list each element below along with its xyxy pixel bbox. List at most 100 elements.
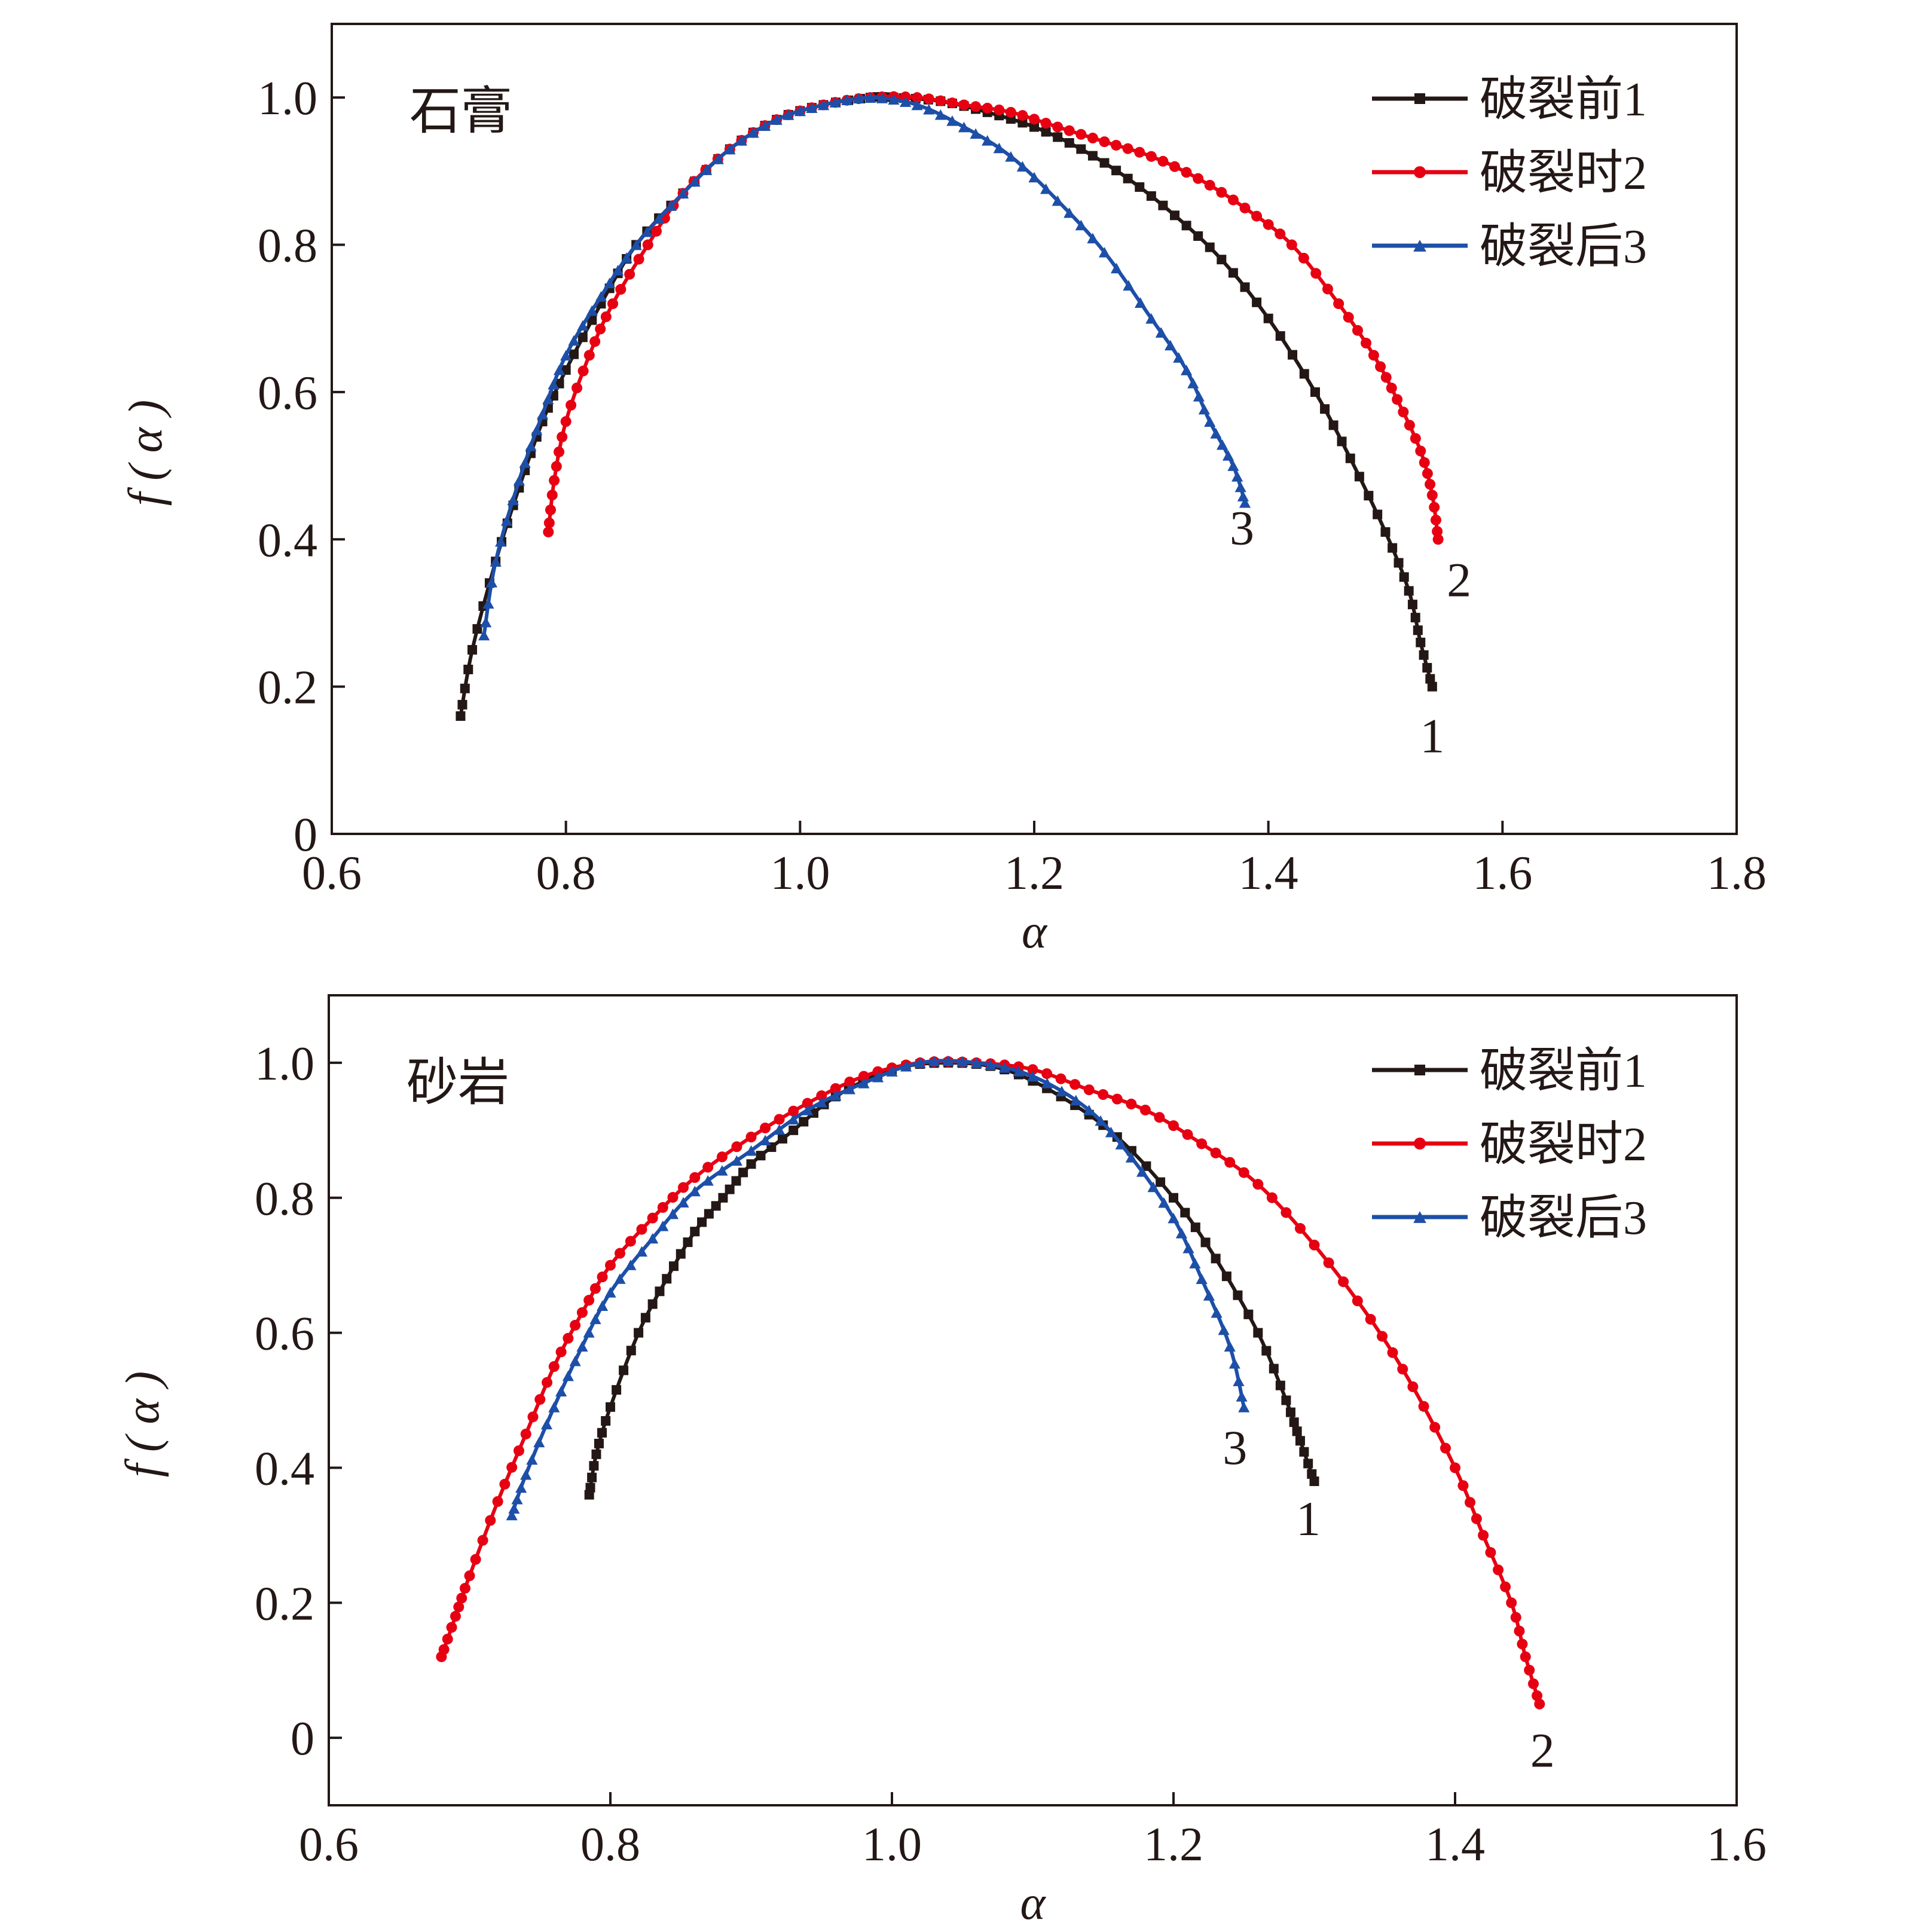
data-point — [1286, 239, 1297, 250]
data-point — [626, 1346, 636, 1356]
legend-item: 破裂时2 — [1372, 1118, 1647, 1171]
data-point — [1169, 161, 1180, 172]
data-point — [636, 1224, 647, 1235]
data-point — [548, 1401, 560, 1413]
data-point — [450, 1610, 461, 1622]
data-point — [557, 431, 568, 442]
data-point — [633, 253, 644, 265]
data-point — [655, 1286, 665, 1297]
data-point — [526, 1454, 538, 1465]
legend-label: 破裂前1 — [1480, 1045, 1647, 1098]
data-point — [1228, 268, 1238, 278]
data-point — [1440, 1442, 1451, 1454]
data-point — [612, 1385, 622, 1395]
data-point — [1013, 1066, 1025, 1077]
data-point — [774, 1114, 785, 1125]
data-point — [745, 1132, 757, 1143]
data-point — [806, 102, 818, 114]
x-axis-label: α — [1022, 906, 1048, 958]
data-point — [1432, 534, 1444, 545]
data-point — [1392, 394, 1403, 405]
data-point — [1233, 1290, 1243, 1300]
data-point — [647, 1212, 658, 1224]
data-point — [724, 143, 736, 155]
data-point — [560, 350, 572, 361]
data-point — [577, 320, 589, 331]
data-point — [774, 1124, 786, 1135]
data-point — [731, 1155, 742, 1166]
data-point — [467, 645, 477, 655]
data-point — [614, 1273, 626, 1284]
data-point — [615, 1248, 626, 1259]
data-point — [1064, 207, 1075, 218]
data-point — [563, 1332, 574, 1344]
data-point — [1422, 468, 1433, 479]
data-point — [600, 311, 612, 322]
series-line — [587, 1060, 1316, 1496]
data-point — [1029, 122, 1039, 132]
data-point — [1534, 1698, 1545, 1710]
data-point — [1069, 1079, 1081, 1090]
plot-frame — [328, 994, 1738, 1806]
data-point — [1145, 313, 1157, 324]
series-line — [439, 1059, 1542, 1705]
data-point — [635, 1246, 648, 1257]
data-point — [456, 1592, 467, 1604]
data-point — [1252, 1179, 1264, 1190]
data-point — [1146, 191, 1156, 201]
x-tick-label: 1.2 — [1004, 847, 1064, 900]
data-point — [1354, 472, 1364, 482]
data-point — [542, 393, 554, 405]
data-point — [577, 332, 588, 343]
data-point — [1098, 247, 1111, 258]
data-point — [625, 1236, 636, 1247]
data-point — [470, 1554, 481, 1565]
data-point — [597, 1271, 608, 1283]
data-point — [1310, 387, 1320, 397]
data-point — [1419, 457, 1430, 468]
data-point — [1269, 1364, 1279, 1374]
data-point — [1416, 637, 1426, 647]
data-point — [1105, 1126, 1117, 1138]
data-point — [1190, 1222, 1200, 1233]
data-point — [587, 315, 597, 325]
data-point — [536, 409, 549, 420]
data-point — [1380, 527, 1391, 537]
legend-label: 破裂后3 — [1480, 221, 1647, 273]
data-point — [1373, 509, 1383, 519]
curve-end-label: 1 — [1296, 1491, 1321, 1546]
data-point — [1266, 1192, 1278, 1203]
series-line — [459, 95, 1434, 717]
legend-item: 破裂后3 — [1372, 1192, 1647, 1245]
data-point — [583, 350, 595, 361]
data-point — [1168, 1120, 1179, 1132]
data-point — [1252, 297, 1262, 307]
data-point — [701, 164, 713, 175]
data-point — [683, 1237, 693, 1248]
data-point — [1055, 1073, 1066, 1084]
data-point — [1263, 219, 1274, 230]
data-point — [1524, 1664, 1535, 1676]
y-tick-label: 0.2 — [258, 662, 317, 714]
data-point — [1303, 1459, 1313, 1469]
data-point — [494, 536, 507, 547]
data-point — [634, 1328, 644, 1338]
legend-marker — [1414, 93, 1425, 104]
legend-marker — [1414, 1138, 1426, 1150]
data-point — [1125, 1152, 1137, 1163]
data-point — [747, 127, 759, 138]
data-point — [1238, 1401, 1250, 1413]
data-point — [1397, 1364, 1408, 1375]
data-point — [1407, 1381, 1419, 1392]
data-point — [718, 1193, 728, 1203]
data-point — [566, 399, 577, 411]
data-point — [1410, 613, 1420, 623]
data-point — [956, 1056, 968, 1067]
data-point — [515, 1482, 527, 1493]
curve-end-label: 2 — [1447, 552, 1471, 607]
series-1: 1 — [456, 92, 1444, 763]
data-point — [716, 1165, 728, 1176]
data-point — [569, 1355, 581, 1367]
data-point — [615, 284, 627, 295]
data-point — [1275, 331, 1285, 341]
